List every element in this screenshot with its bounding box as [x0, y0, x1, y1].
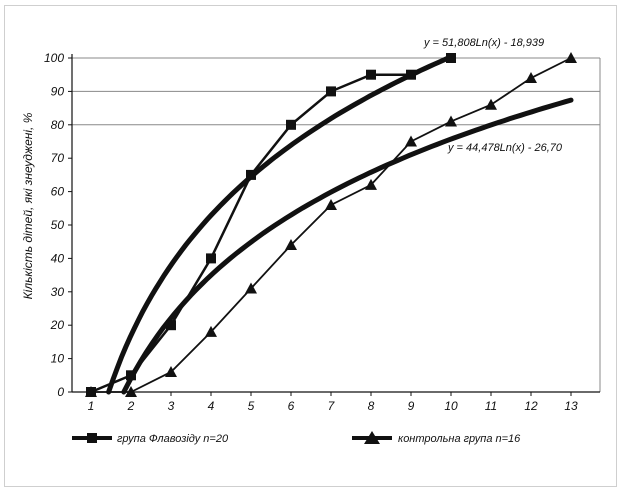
series-1-point-2	[126, 370, 136, 381]
y-tick-label-20: 20	[50, 318, 65, 332]
x-tick-label-4: 4	[208, 399, 215, 413]
legend-item-1: група Флавозіду n=20	[72, 433, 229, 445]
legend-label-1: група Флавозіду n=20	[117, 433, 229, 445]
legend: група Флавозіду n=20 контрольна група n=…	[72, 431, 521, 445]
y-tick-label-80: 80	[51, 118, 65, 132]
series-lines	[85, 52, 577, 397]
series-1-point-4	[206, 253, 216, 264]
series-2-point-1	[85, 386, 97, 397]
legend-triangle-marker	[364, 431, 380, 444]
trendline-equation-2: y = 44,478Ln(x) - 26,70	[447, 142, 563, 154]
series-1-point-10	[446, 53, 456, 63]
series-2-point-6	[285, 239, 297, 251]
series-2-point-8	[365, 178, 377, 190]
series-2-point-4	[205, 325, 217, 337]
trendline-equation-1: y = 51,808Ln(x) - 18,939	[423, 37, 544, 49]
series-2-point-7	[325, 198, 337, 210]
x-tick-label-11: 11	[485, 399, 497, 413]
x-tick-label-12: 12	[524, 399, 538, 413]
x-tick-label-3: 3	[168, 399, 175, 413]
series-1-point-7	[326, 86, 336, 97]
series-2-point-13	[565, 52, 577, 63]
trendlines	[106, 54, 574, 395]
legend-square-marker	[87, 433, 97, 443]
y-tick-label-40: 40	[51, 251, 65, 265]
x-tick-label-7: 7	[328, 399, 336, 413]
x-tick-label-8: 8	[368, 399, 375, 413]
series-2-point-9	[405, 135, 417, 147]
series-2-point-2	[125, 386, 137, 397]
series-1-point-9	[406, 69, 416, 80]
x-tick-label-2: 2	[127, 399, 135, 413]
trendline-2	[121, 97, 574, 395]
x-tick-label-10: 10	[444, 399, 458, 413]
series-2-point-5	[245, 282, 257, 294]
series-1-point-8	[366, 69, 376, 80]
series-1-point-5	[246, 169, 256, 180]
trendline-1	[106, 54, 454, 395]
chart-frame	[4, 5, 617, 487]
legend-label-2: контрольна група n=16	[398, 433, 521, 445]
y-tick-label-50: 50	[51, 218, 65, 232]
y-tick-label-100: 100	[44, 51, 64, 65]
y-tick-label-10: 10	[51, 352, 65, 366]
series-2-point-11	[485, 98, 497, 110]
series-line-2	[91, 57, 572, 393]
y-tick-label-70: 70	[51, 151, 65, 165]
legend-item-2: контрольна група n=16	[352, 431, 521, 445]
series-2-point-3	[165, 365, 177, 377]
series-1-point-6	[286, 119, 296, 130]
x-tick-label-9: 9	[408, 399, 415, 413]
x-tick-label-6: 6	[288, 399, 295, 413]
y-tick-label-30: 30	[51, 285, 65, 299]
y-tick-label-0: 0	[57, 385, 64, 399]
axes	[68, 54, 600, 396]
x-tick-label-1: 1	[88, 399, 95, 413]
series-line-1	[90, 56, 452, 394]
x-tick-label-5: 5	[248, 399, 255, 413]
series-2-point-10	[445, 115, 457, 127]
y-tick-label-60: 60	[51, 185, 65, 199]
series-1-point-3	[166, 320, 176, 331]
x-tick-label-13: 13	[564, 399, 578, 413]
y-axis-label: Кількість дітей, які знеуджені, %	[21, 112, 35, 299]
y-tick-label-90: 90	[51, 84, 65, 98]
series-2-point-12	[525, 72, 537, 84]
